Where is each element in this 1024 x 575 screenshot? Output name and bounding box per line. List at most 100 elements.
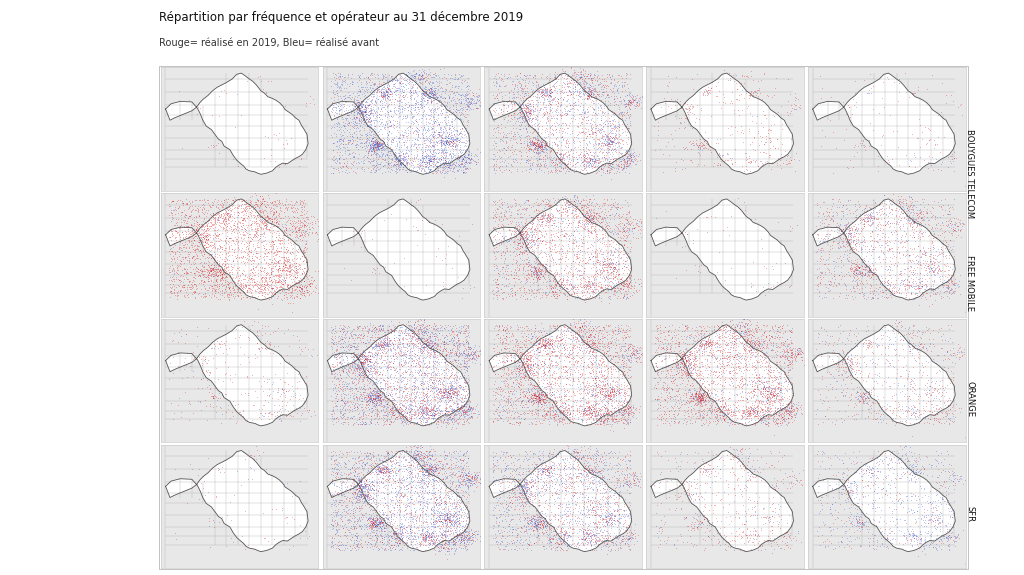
Point bbox=[413, 117, 429, 126]
Point bbox=[588, 457, 604, 466]
Point bbox=[521, 139, 538, 148]
Point bbox=[399, 142, 416, 151]
Point bbox=[586, 530, 602, 539]
Point bbox=[283, 266, 299, 275]
Point bbox=[602, 257, 618, 266]
Point bbox=[825, 226, 842, 235]
Point bbox=[281, 246, 297, 255]
Point bbox=[364, 528, 380, 537]
Point bbox=[838, 224, 854, 233]
Point bbox=[407, 104, 423, 113]
Point bbox=[369, 462, 385, 471]
Point bbox=[454, 455, 470, 465]
Point bbox=[258, 274, 274, 283]
Point bbox=[406, 352, 422, 361]
Point bbox=[781, 352, 798, 362]
Point bbox=[518, 340, 535, 350]
Point bbox=[518, 240, 535, 249]
Point bbox=[535, 524, 551, 534]
Point bbox=[334, 366, 350, 375]
Point bbox=[427, 329, 443, 338]
Point bbox=[920, 392, 936, 401]
Point bbox=[433, 141, 450, 151]
Point bbox=[618, 152, 635, 162]
Point bbox=[344, 342, 360, 351]
Point bbox=[365, 390, 381, 399]
Point bbox=[349, 333, 366, 342]
Point bbox=[552, 92, 568, 101]
Point bbox=[595, 88, 611, 97]
Point bbox=[441, 121, 458, 130]
Point bbox=[212, 343, 228, 352]
Point bbox=[599, 168, 615, 177]
Point bbox=[328, 365, 344, 374]
Point bbox=[259, 209, 275, 218]
Point bbox=[614, 210, 631, 219]
Point bbox=[515, 239, 531, 248]
Point bbox=[445, 523, 462, 532]
Point bbox=[407, 442, 423, 451]
Point bbox=[717, 538, 733, 547]
Point bbox=[377, 327, 393, 336]
Point bbox=[374, 344, 390, 354]
Point bbox=[538, 477, 554, 486]
Point bbox=[528, 112, 545, 121]
Point bbox=[599, 267, 615, 277]
Point bbox=[727, 335, 743, 344]
Point bbox=[442, 348, 459, 357]
Point bbox=[711, 468, 727, 477]
Point bbox=[620, 285, 636, 294]
Point bbox=[372, 142, 388, 151]
Point bbox=[210, 233, 226, 243]
Point bbox=[522, 108, 539, 117]
Point bbox=[748, 390, 764, 400]
Point bbox=[625, 530, 641, 539]
Point bbox=[502, 201, 518, 210]
Point bbox=[408, 117, 424, 126]
Point bbox=[218, 202, 234, 211]
Point bbox=[843, 351, 859, 360]
Point bbox=[385, 340, 401, 349]
Point bbox=[347, 370, 364, 380]
Point bbox=[415, 405, 431, 415]
Point bbox=[602, 264, 618, 274]
Point bbox=[611, 461, 628, 470]
Point bbox=[372, 467, 388, 476]
Point bbox=[690, 391, 707, 400]
Point bbox=[422, 147, 438, 156]
Point bbox=[851, 390, 867, 400]
Point bbox=[366, 481, 382, 490]
Point bbox=[337, 527, 353, 536]
Point bbox=[452, 152, 468, 162]
Point bbox=[213, 243, 229, 252]
Point bbox=[369, 391, 385, 400]
Point bbox=[775, 158, 792, 167]
Point bbox=[367, 97, 383, 106]
Point bbox=[813, 274, 829, 283]
Point bbox=[489, 413, 506, 422]
Point bbox=[885, 126, 901, 136]
Point bbox=[707, 408, 723, 417]
Point bbox=[608, 156, 625, 166]
Point bbox=[881, 460, 897, 469]
Point bbox=[518, 144, 535, 153]
Point bbox=[610, 343, 627, 352]
Point bbox=[531, 516, 548, 525]
Point bbox=[205, 264, 221, 274]
Point bbox=[577, 77, 593, 86]
Point bbox=[225, 490, 242, 499]
Point bbox=[588, 342, 604, 351]
Point bbox=[536, 342, 552, 351]
Point bbox=[401, 492, 418, 501]
Point bbox=[325, 145, 341, 154]
Point bbox=[625, 92, 641, 101]
Point bbox=[528, 386, 545, 396]
Point bbox=[397, 509, 414, 518]
Point bbox=[400, 117, 417, 126]
Point bbox=[424, 156, 440, 166]
Point bbox=[415, 467, 431, 477]
Point bbox=[940, 364, 956, 373]
Point bbox=[585, 480, 601, 489]
Point bbox=[675, 143, 691, 152]
Point bbox=[568, 448, 585, 457]
